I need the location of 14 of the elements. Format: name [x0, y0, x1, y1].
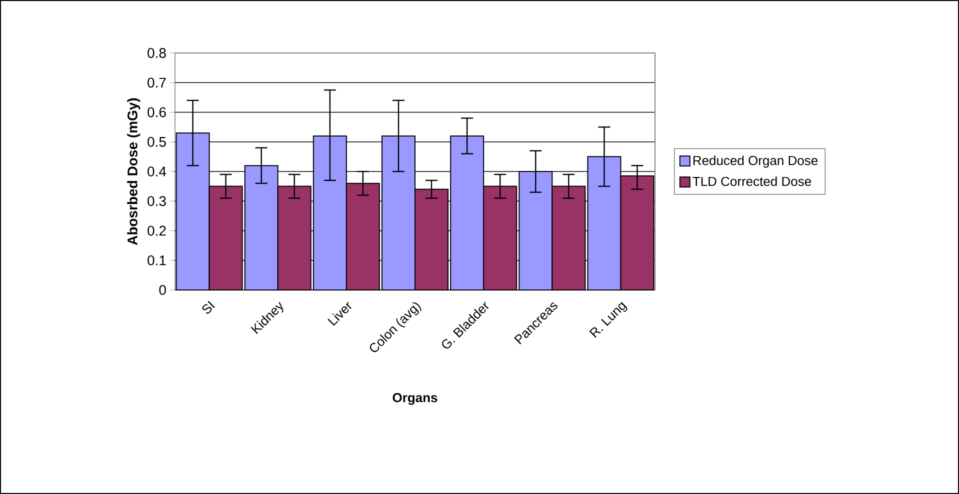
y-tick-label: 0.3 — [148, 196, 166, 206]
y-tick-label: 0.7 — [148, 78, 166, 88]
y-tick-label: 0.6 — [148, 107, 166, 118]
y-tick-label: 0.2 — [148, 226, 166, 236]
y-tick-label: 0.5 — [148, 136, 166, 147]
x-tick-label: SI — [202, 300, 215, 314]
x-axis-title: Organs — [392, 393, 438, 405]
y-tick-label: 0 — [159, 285, 166, 295]
y-tick-label: 0.8 — [148, 48, 166, 58]
legend-label: TLD Corrected Dose — [692, 176, 812, 186]
y-axis-title: Abosrbed Dose (mGy) — [127, 98, 140, 246]
y-tick-label: 0.4 — [148, 166, 166, 176]
y-tick-label: 0.1 — [148, 255, 166, 266]
legend-label: Reduced Organ Dose — [693, 156, 818, 168]
